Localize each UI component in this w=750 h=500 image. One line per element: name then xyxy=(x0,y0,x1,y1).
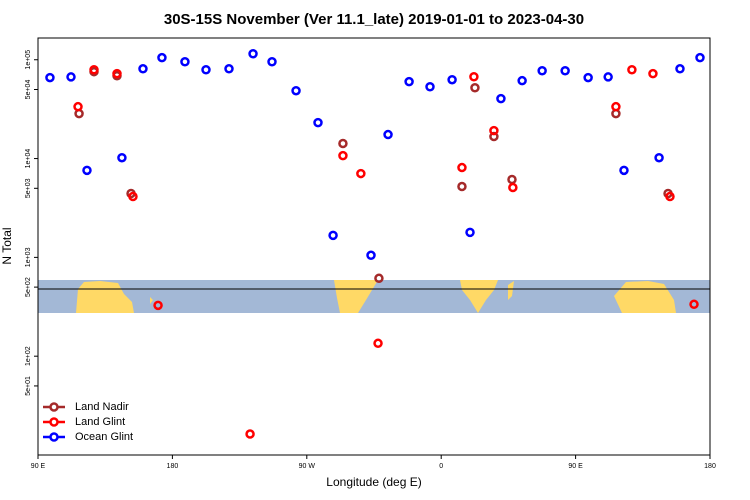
point xyxy=(328,230,338,241)
plot-frame xyxy=(37,37,711,456)
point xyxy=(248,49,258,59)
point xyxy=(267,56,277,67)
y-tick-label: 1e+02 xyxy=(25,346,32,366)
point xyxy=(665,191,675,202)
legend-label: Ocean Glint xyxy=(75,431,133,443)
legend-marker xyxy=(49,417,59,427)
point xyxy=(496,93,506,104)
point xyxy=(447,74,457,85)
point xyxy=(245,429,255,439)
point xyxy=(627,65,637,75)
point xyxy=(654,152,664,163)
point xyxy=(583,72,593,83)
point xyxy=(373,338,383,349)
point xyxy=(313,117,323,128)
x-tick-label: 90 E xyxy=(568,463,583,470)
point xyxy=(366,250,376,261)
point xyxy=(45,72,55,83)
point xyxy=(470,82,480,93)
x-axis-label: Longitude (deg E) xyxy=(326,475,421,489)
point xyxy=(138,64,148,74)
point xyxy=(356,168,366,179)
point xyxy=(457,162,467,173)
y-tick-label: 5e+03 xyxy=(25,178,32,198)
x-tick-label: 180 xyxy=(704,463,716,470)
point xyxy=(457,181,467,192)
point xyxy=(128,191,138,202)
point xyxy=(82,165,92,176)
point xyxy=(383,129,393,140)
x-tick-label: 0 xyxy=(439,463,443,470)
y-tick-label: 1e+04 xyxy=(25,149,32,169)
point xyxy=(695,52,705,63)
legend-label: Land Nadir xyxy=(75,401,129,413)
x-tick-label: 90 E xyxy=(31,463,46,470)
y-tick-label: 5e+04 xyxy=(25,80,32,100)
point xyxy=(425,82,435,92)
point xyxy=(611,101,621,112)
point xyxy=(507,174,517,185)
land xyxy=(460,280,498,313)
y-tick-label: 5e+01 xyxy=(25,376,32,396)
point xyxy=(73,101,83,112)
point xyxy=(157,52,167,63)
x-tick-label: 180 xyxy=(167,463,179,470)
point xyxy=(153,300,163,311)
point xyxy=(648,68,658,79)
point xyxy=(489,125,499,136)
point xyxy=(619,165,629,176)
x-tick-label: 90 W xyxy=(299,463,316,470)
point xyxy=(291,85,301,96)
point xyxy=(537,65,547,76)
legend-label: Land Glint xyxy=(75,416,125,428)
point xyxy=(338,150,348,161)
map-band xyxy=(38,280,710,313)
point xyxy=(603,72,613,82)
point xyxy=(201,65,211,75)
y-tick-label: 1e+03 xyxy=(25,247,32,267)
legend-marker xyxy=(49,432,59,442)
y-tick-label: 5e+02 xyxy=(25,277,32,297)
point xyxy=(374,273,384,284)
point xyxy=(404,76,414,87)
land xyxy=(334,280,378,313)
point xyxy=(508,182,518,193)
chart-title: 30S-15S November (Ver 11.1_late) 2019-01… xyxy=(164,11,584,28)
point xyxy=(560,65,570,76)
point xyxy=(517,75,527,86)
point xyxy=(89,65,99,75)
point xyxy=(675,64,685,74)
point xyxy=(66,72,76,82)
point xyxy=(689,299,699,310)
legend-marker xyxy=(49,402,59,412)
point xyxy=(117,152,127,163)
y-tick-label: 1e+05 xyxy=(25,50,32,70)
point xyxy=(180,56,190,67)
point xyxy=(469,71,479,82)
point xyxy=(224,64,234,74)
land xyxy=(508,281,514,300)
point xyxy=(338,138,348,149)
land xyxy=(150,297,153,304)
point xyxy=(112,68,122,79)
y-axis-label: N Total xyxy=(0,227,14,264)
point xyxy=(465,227,475,238)
